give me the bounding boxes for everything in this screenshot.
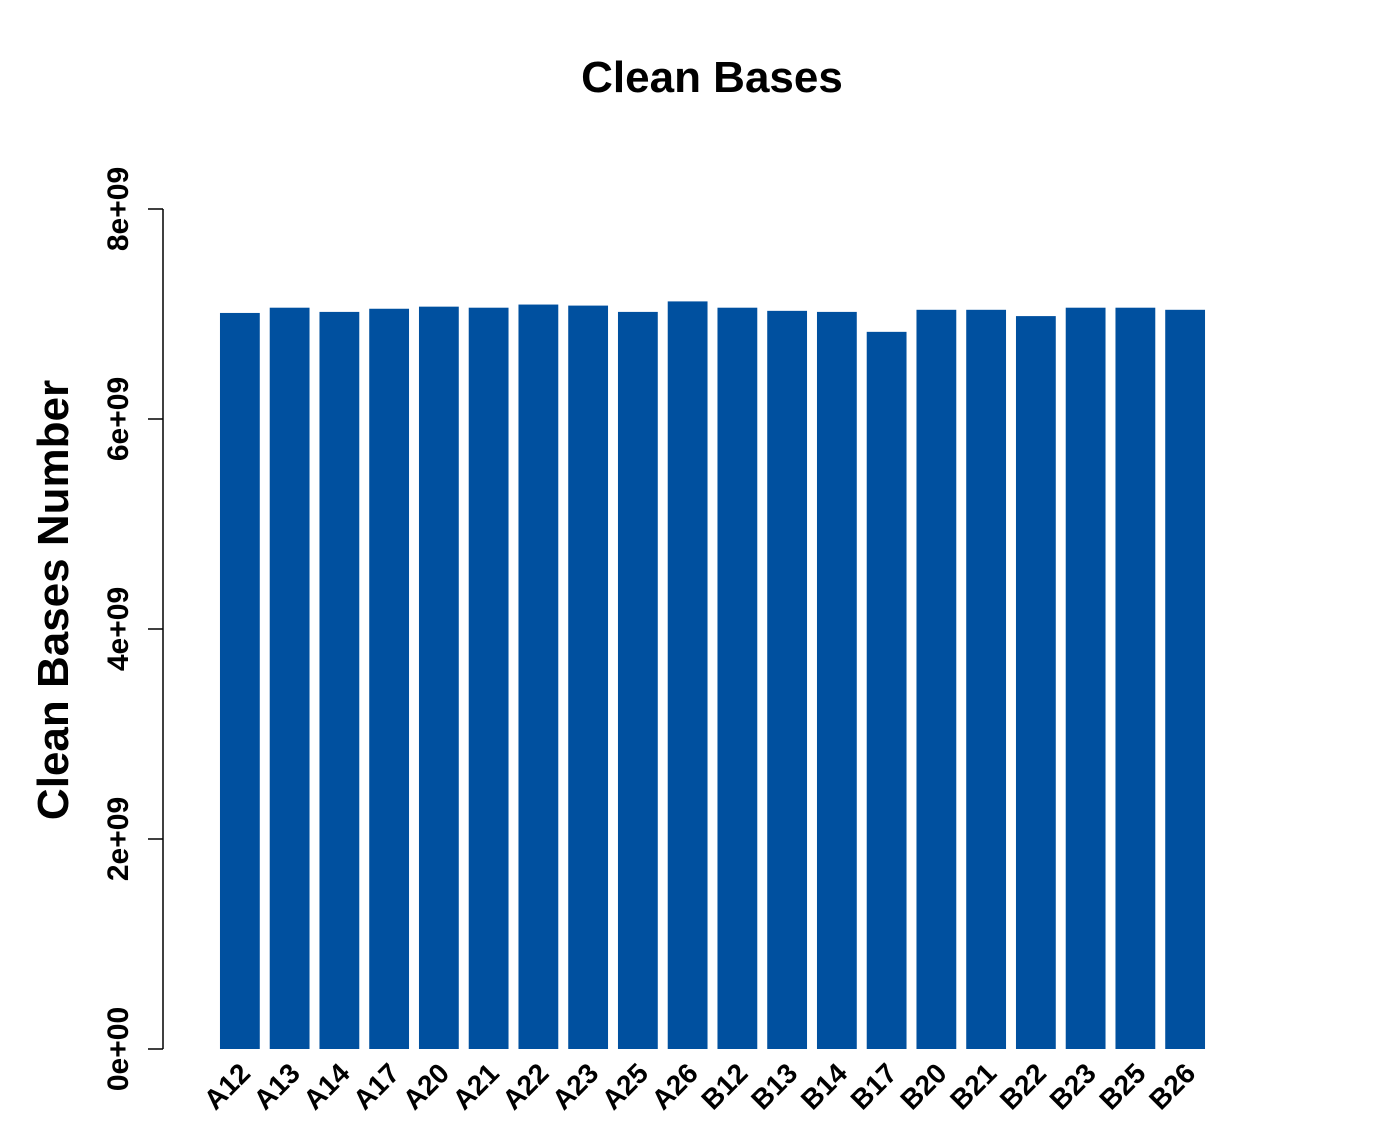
x-tick-label: A17	[347, 1057, 405, 1115]
chart-title: Clean Bases	[581, 53, 843, 102]
bar-a26	[667, 301, 708, 1049]
y-tick-label: 2e+09	[102, 797, 135, 881]
bar-b13	[767, 310, 808, 1050]
y-tick-label: 6e+09	[102, 377, 135, 461]
x-tick-label: B21	[944, 1057, 1002, 1115]
x-tick-label: B17	[845, 1057, 903, 1115]
bar-b14	[816, 311, 857, 1049]
x-tick-label: A25	[596, 1057, 654, 1115]
x-tick-label: B25	[1093, 1057, 1151, 1115]
x-tick-label: A26	[646, 1057, 704, 1115]
x-tick-label: A22	[496, 1057, 554, 1115]
x-tick-label: A20	[397, 1057, 455, 1115]
x-axis-labels: A12A13A14A17A20A21A22A23A25A26B12B13B14B…	[198, 1057, 1201, 1116]
bar-b12	[717, 307, 758, 1049]
x-tick-label: A23	[546, 1057, 604, 1115]
x-tick-label: B26	[1143, 1057, 1201, 1115]
x-tick-label: B14	[795, 1057, 854, 1116]
bar-a20	[418, 306, 459, 1049]
bar-a25	[617, 311, 658, 1049]
x-tick-label: A13	[248, 1057, 306, 1115]
y-tick-label: 4e+09	[102, 587, 135, 671]
x-tick-label: B23	[1044, 1057, 1102, 1115]
bar-b21	[966, 309, 1007, 1049]
bar-a14	[319, 311, 360, 1049]
bar-b20	[916, 309, 957, 1049]
y-axis-label: Clean Bases Number	[29, 380, 78, 820]
bar-a17	[369, 308, 410, 1049]
x-tick-label: A21	[447, 1057, 505, 1115]
x-tick-label: A14	[297, 1057, 356, 1116]
x-tick-label: B20	[894, 1057, 952, 1115]
x-tick-label: B22	[994, 1057, 1052, 1115]
y-tick-label: 0e+00	[102, 1007, 135, 1091]
bars	[219, 301, 1206, 1050]
x-tick-label: B13	[745, 1057, 803, 1115]
bar-b25	[1115, 307, 1156, 1049]
bar-b22	[1015, 316, 1056, 1050]
bar-a22	[518, 304, 559, 1049]
x-tick-label: A12	[198, 1057, 256, 1115]
y-axis: 0e+00 2e+09 4e+09 6e+09 8e+09	[102, 167, 164, 1091]
bar-b17	[866, 331, 907, 1050]
bar-b23	[1065, 307, 1106, 1049]
bar-a23	[568, 305, 609, 1050]
bar-b26	[1165, 309, 1206, 1049]
x-tick-label: B12	[695, 1057, 753, 1115]
bar-a13	[269, 307, 310, 1049]
y-tick-label: 8e+09	[102, 167, 135, 251]
bar-a12	[219, 312, 260, 1049]
bar-a21	[468, 307, 509, 1049]
